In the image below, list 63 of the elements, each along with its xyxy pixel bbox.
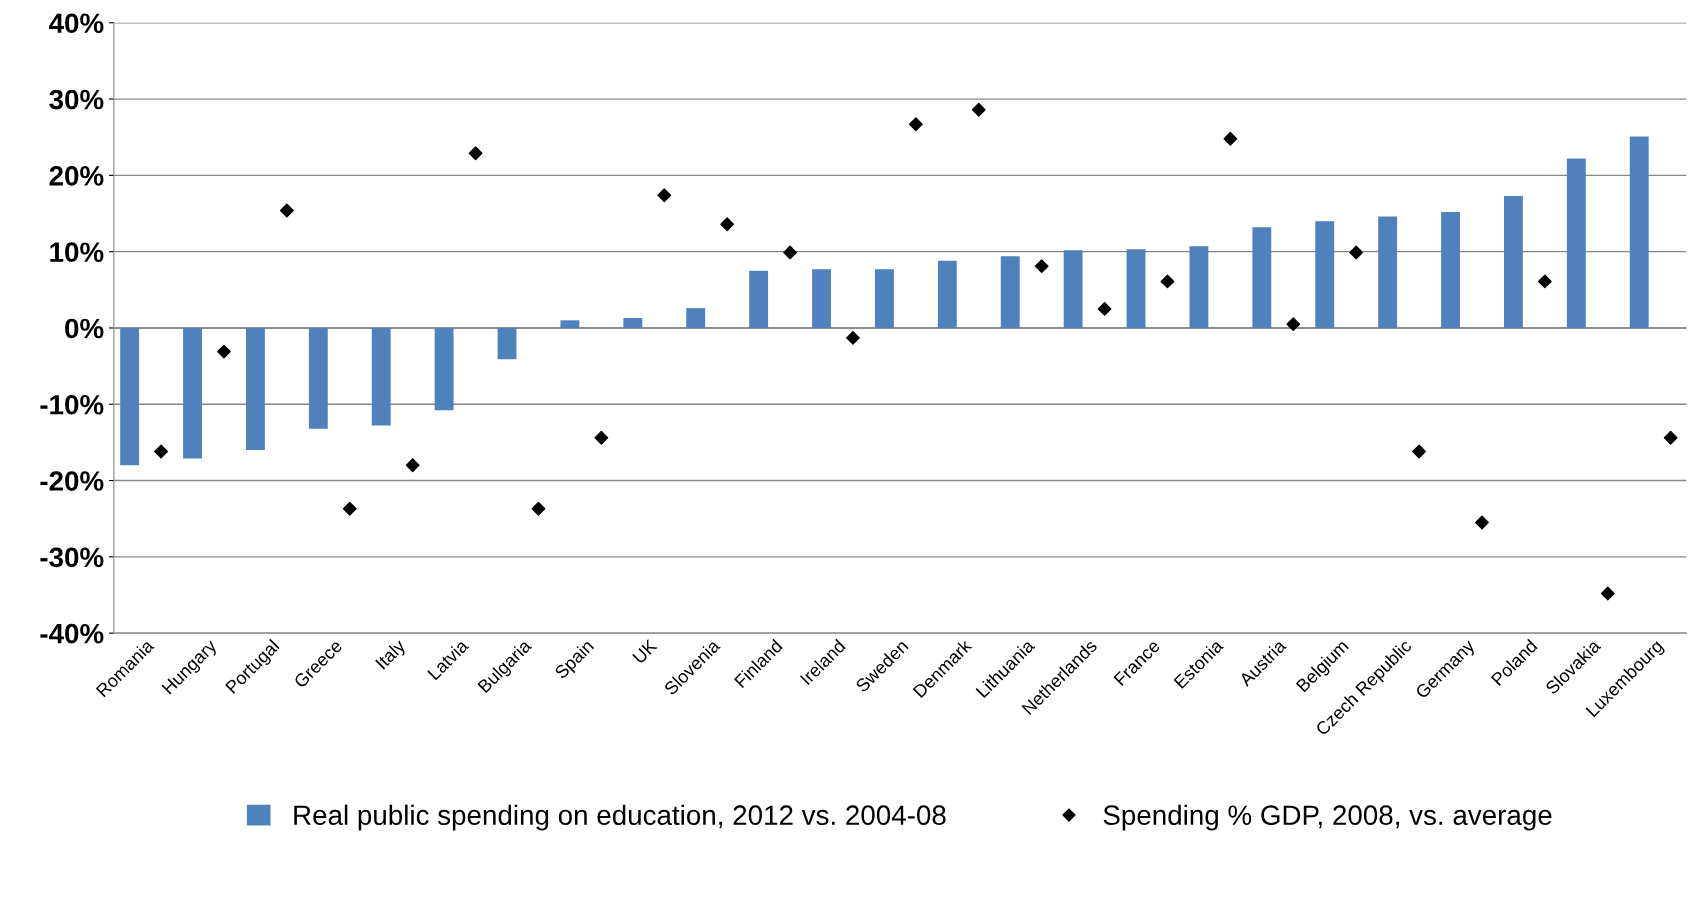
bar <box>749 270 769 328</box>
point <box>1160 274 1175 289</box>
point <box>405 458 420 473</box>
y-tick-label: -40% <box>40 623 104 644</box>
bar <box>1503 195 1523 328</box>
point <box>531 501 546 516</box>
bar <box>120 327 140 466</box>
point <box>594 430 609 445</box>
point <box>1475 515 1489 530</box>
point <box>720 217 735 232</box>
x-tick-label: Italy <box>374 638 409 673</box>
bar <box>434 327 454 411</box>
legend-label: Spending % GDP, 2008, vs. average <box>1103 804 1552 831</box>
point <box>971 102 986 117</box>
y-tick-label: 20% <box>49 166 104 186</box>
bar <box>371 327 391 426</box>
point <box>1412 444 1426 459</box>
point <box>1097 301 1112 316</box>
bar <box>623 318 643 328</box>
point <box>1663 430 1678 445</box>
bar <box>1126 249 1146 328</box>
point <box>783 245 797 260</box>
bar <box>1063 250 1083 328</box>
point <box>1600 586 1615 601</box>
point <box>217 344 231 359</box>
y-tick-label: 10% <box>50 242 104 262</box>
bar <box>1252 227 1272 328</box>
point <box>846 330 860 345</box>
point <box>908 117 923 132</box>
y-tick-label: -20% <box>40 471 104 491</box>
bar <box>560 320 580 328</box>
y-tick-label: 0% <box>65 318 104 339</box>
point <box>1034 259 1049 274</box>
bar <box>1189 246 1209 328</box>
y-tick-label: -30% <box>40 547 104 568</box>
point <box>1349 245 1364 260</box>
point <box>342 501 357 516</box>
bar <box>1566 158 1586 328</box>
point <box>657 188 672 203</box>
bar <box>686 308 706 328</box>
point <box>279 203 294 218</box>
bar <box>245 327 265 451</box>
point <box>1286 317 1301 332</box>
bar <box>812 269 831 328</box>
legend-label: Real public spending on education, 2012 vs. 2004-08 <box>294 804 946 831</box>
y-tick-label: -10% <box>40 394 104 415</box>
bar <box>1629 136 1649 328</box>
bar <box>874 269 894 328</box>
x-tick-label: UK <box>632 638 658 665</box>
y-tick-label: 40% <box>49 13 104 34</box>
point <box>154 444 168 459</box>
bar <box>937 260 957 328</box>
bar <box>1000 256 1020 328</box>
bar <box>308 327 328 429</box>
bar <box>183 327 202 459</box>
point <box>1223 131 1238 146</box>
bar <box>1441 211 1460 328</box>
bar <box>497 327 517 360</box>
bar <box>1378 216 1398 328</box>
bar <box>1315 221 1335 328</box>
point <box>1537 274 1552 289</box>
point <box>468 146 483 161</box>
y-tick-label: 30% <box>49 89 104 110</box>
